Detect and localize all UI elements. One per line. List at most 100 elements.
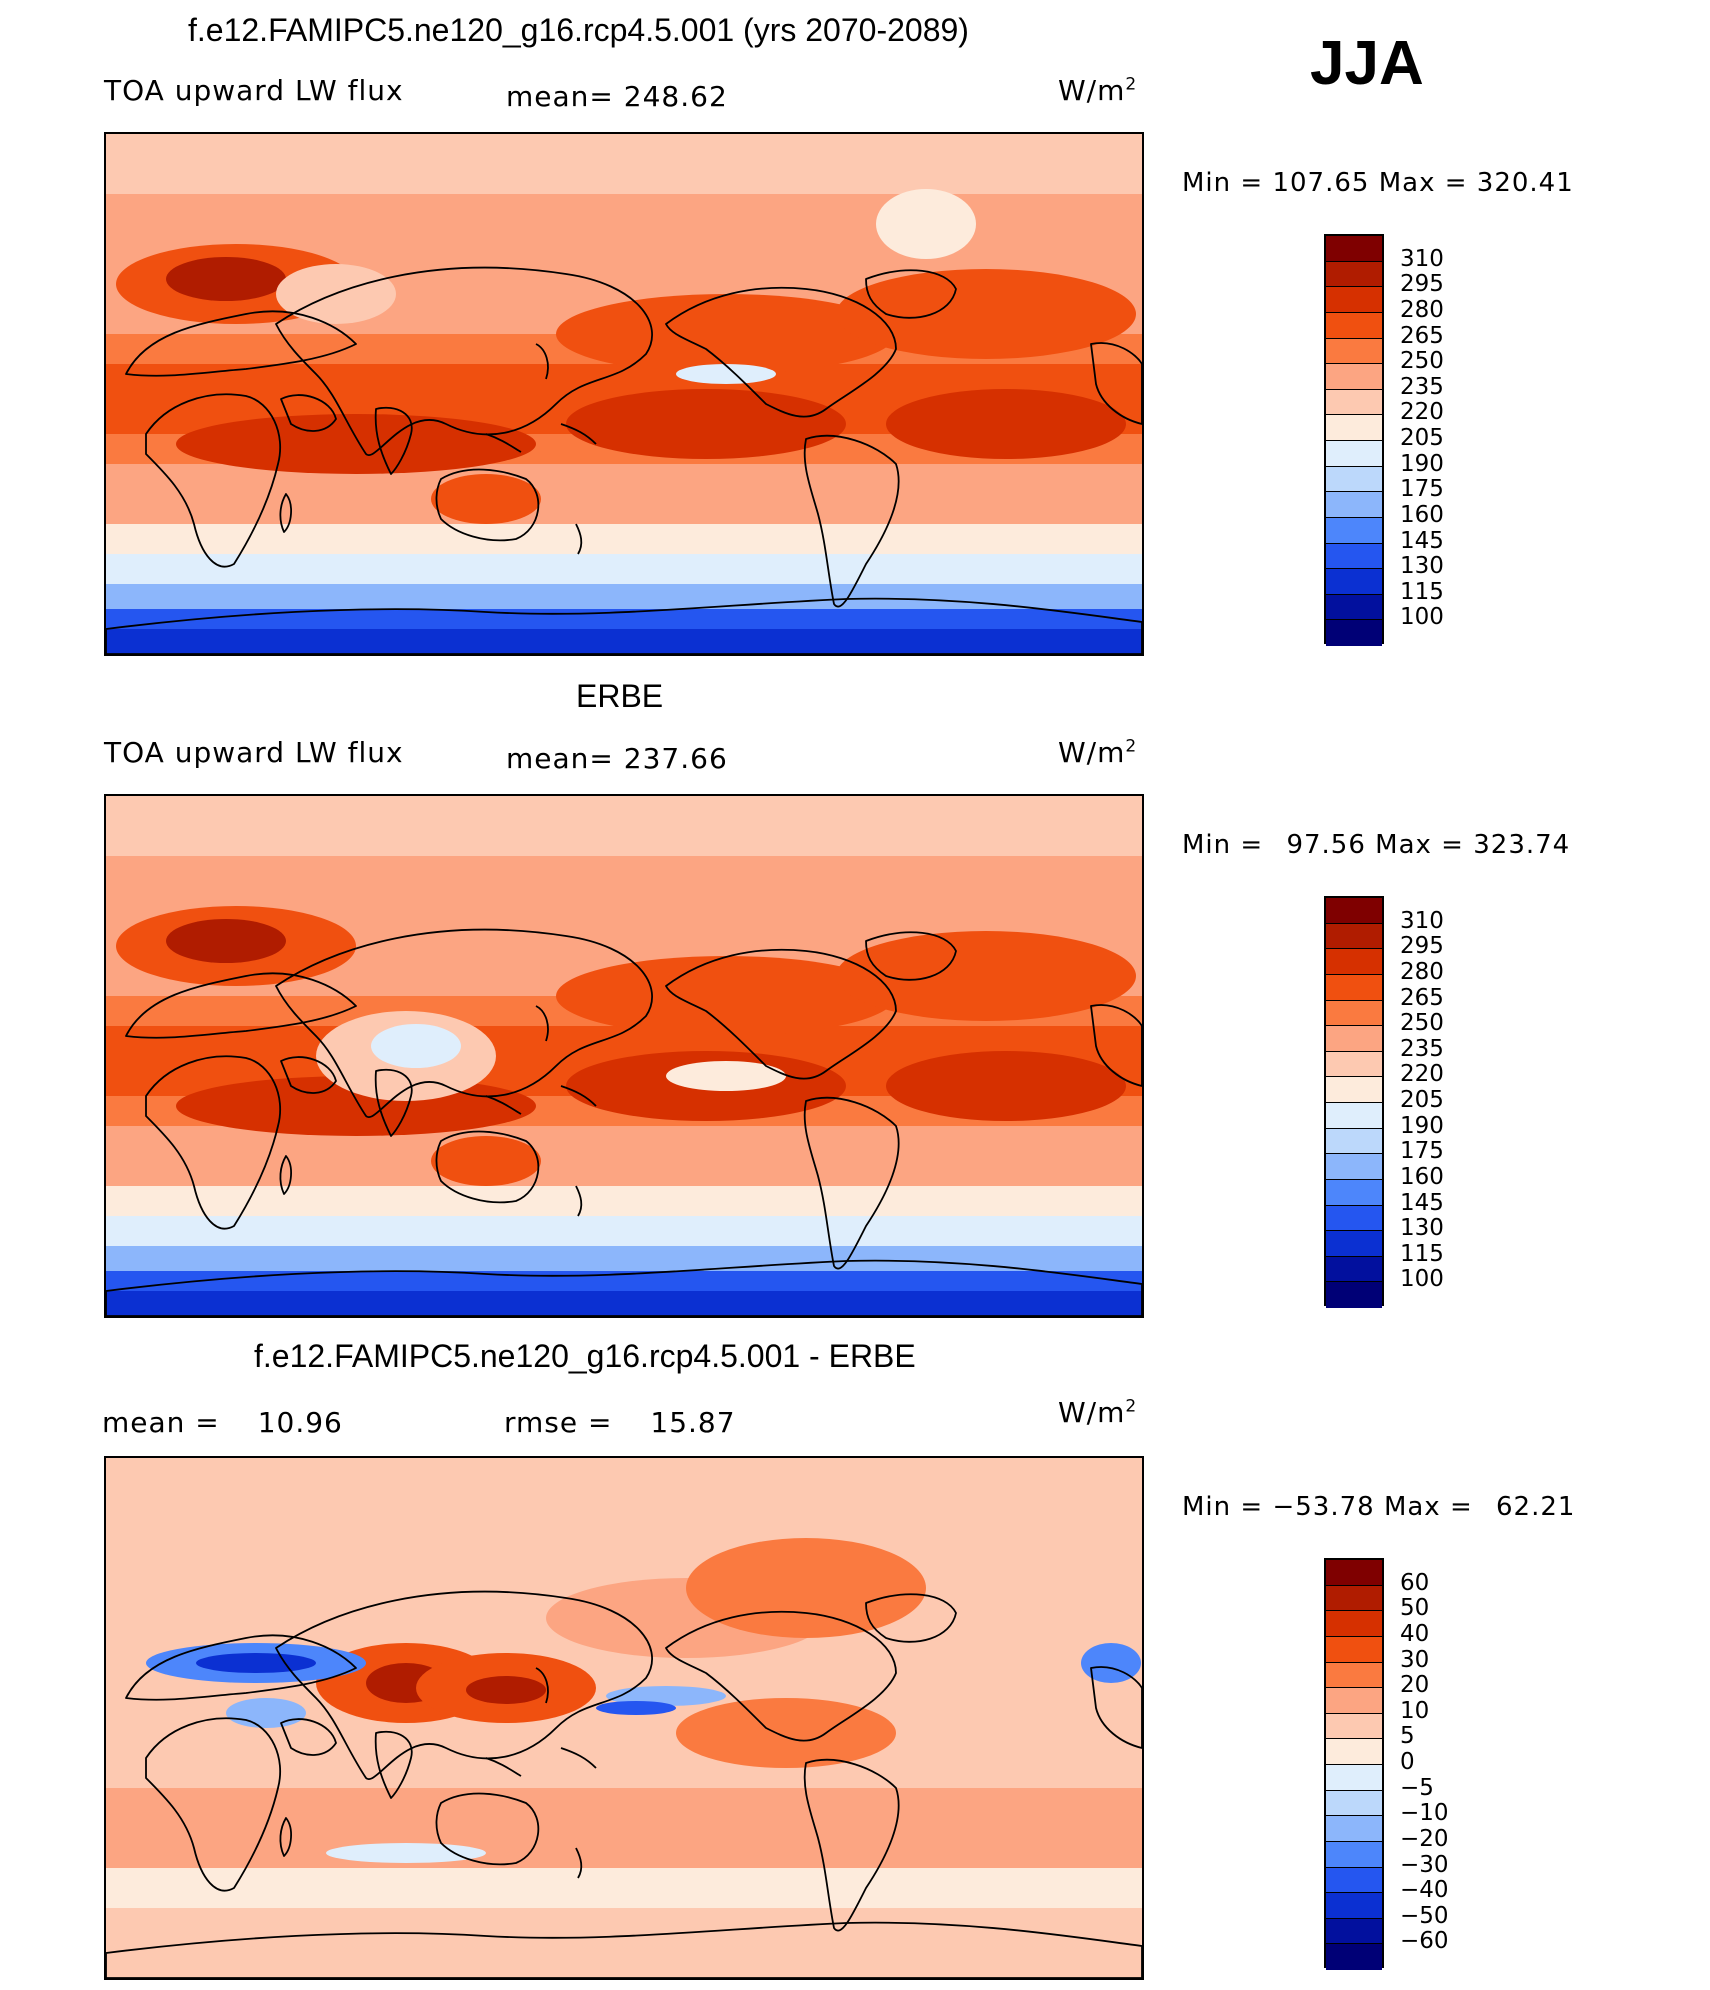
field-blob-samerica-warm xyxy=(676,1698,896,1768)
field-blob-north-atlantic xyxy=(836,269,1136,359)
panel3-rmse-value: 15.87 xyxy=(650,1406,736,1439)
panel1-min-label: Min = xyxy=(1182,168,1264,198)
coastline xyxy=(1090,1004,1142,1087)
coastline xyxy=(665,948,897,1080)
coastline xyxy=(280,394,337,432)
panel3-rmse-label: rmse = xyxy=(504,1406,613,1439)
colorbar-tick-label: 5 xyxy=(1400,1723,1415,1750)
colorbar-swatch xyxy=(1326,261,1382,288)
colorbar-swatch xyxy=(1326,974,1382,1001)
panel1-mean: mean= 248.62 xyxy=(506,80,728,113)
field-blob-north-pacific xyxy=(556,956,896,1036)
panel1-title: f.e12.FAMIPC5.ne120_g16.rcp4.5.001 (yrs … xyxy=(188,12,969,48)
colorbar-tick-label: 265 xyxy=(1400,984,1444,1011)
coastline xyxy=(560,1085,597,1107)
colorbar-swatch xyxy=(1326,1585,1382,1612)
colorbar-swatch xyxy=(1326,620,1382,646)
field-blob-itcz-cool xyxy=(676,364,776,384)
colorbar-swatch xyxy=(1326,1560,1382,1586)
panel3-map xyxy=(104,1456,1144,1980)
panel1-max-label: Max = xyxy=(1378,168,1468,198)
panel3-mean-value: 10.96 xyxy=(257,1406,343,1439)
field-blob-monsoon-core xyxy=(371,1024,461,1068)
colorbar-tick-label: 175 xyxy=(1400,1138,1444,1165)
panel3-max-label: Max = xyxy=(1383,1492,1473,1522)
colorbar-swatch xyxy=(1326,1662,1382,1689)
colorbar-swatch xyxy=(1326,569,1382,595)
coastline xyxy=(125,310,357,377)
field-band-south-subtropics xyxy=(106,1126,1142,1186)
colorbar-swatch xyxy=(1326,1000,1382,1027)
coastline xyxy=(275,928,653,1119)
field-blob-namerica-warm xyxy=(686,1538,926,1638)
colorbar-tick-label: −50 xyxy=(1400,1902,1449,1929)
field-band-antarctic-edge xyxy=(106,1271,1142,1291)
colorbar-tick-label: 30 xyxy=(1400,1646,1430,1673)
coastline xyxy=(1090,1666,1142,1749)
field-blob-south-pacific xyxy=(566,389,846,459)
coastline xyxy=(280,1718,337,1756)
coastline xyxy=(803,435,900,608)
field-band-south-midlat xyxy=(106,1186,1142,1216)
panel1-max-value: 320.41 xyxy=(1476,168,1574,198)
panel3-minmax: Min = −53.78 Max = 62.21 xyxy=(1182,1492,1575,1522)
field-band-south-subtropics xyxy=(106,464,1142,524)
colorbar-tick-label: 235 xyxy=(1400,373,1444,400)
field-band-antarctic xyxy=(106,629,1142,654)
colorbar-swatch xyxy=(1326,1154,1382,1180)
colorbar-swatch xyxy=(1326,415,1382,441)
colorbar-tick-label: 145 xyxy=(1400,527,1444,554)
colorbar-swatch xyxy=(1326,1282,1382,1308)
colorbar-tick-label: 250 xyxy=(1400,348,1444,375)
coastline xyxy=(374,1730,413,1799)
panel2-max-value: 323.74 xyxy=(1473,830,1571,860)
coastline xyxy=(485,1095,522,1115)
panel3-mean-label: mean = xyxy=(102,1406,220,1439)
colorbar-tick-label: 145 xyxy=(1400,1189,1444,1216)
colorbar-tick-label: 310 xyxy=(1400,245,1444,272)
field-band-south-cool xyxy=(106,554,1142,584)
coastline xyxy=(560,1747,597,1769)
panel3-max-value: 62.21 xyxy=(1496,1492,1576,1522)
field-blob-indian-ocean xyxy=(176,414,536,474)
colorbar-swatch xyxy=(1326,441,1382,467)
colorbar-swatch xyxy=(1326,466,1382,493)
colorbar-tick-label: −40 xyxy=(1400,1877,1449,1904)
coastline xyxy=(560,423,597,445)
panel1-units-text: W/m xyxy=(1058,74,1126,107)
field-blob-south-pacific-cool xyxy=(326,1843,486,1863)
colorbar-tick-label: 130 xyxy=(1400,553,1444,580)
colorbar-swatch xyxy=(1326,492,1382,518)
coastline xyxy=(803,1097,900,1270)
colorbar-swatch xyxy=(1326,1179,1382,1206)
colorbar-swatch xyxy=(1326,1231,1382,1257)
coastline xyxy=(665,1610,897,1742)
field-blob-itcz-cool xyxy=(666,1061,786,1091)
coastline xyxy=(435,1130,540,1204)
panel3-min-value: −53.78 xyxy=(1272,1492,1375,1522)
field-blob-sahara-core xyxy=(166,257,286,301)
panel2-units-sup: 2 xyxy=(1125,736,1138,757)
colorbar-tick-label: 40 xyxy=(1400,1620,1430,1647)
panel3-colorbar xyxy=(1324,1558,1384,1970)
colorbar-swatch xyxy=(1326,1765,1382,1791)
colorbar-tick-label: 175 xyxy=(1400,476,1444,503)
coastline xyxy=(145,393,282,568)
coastline xyxy=(106,1921,1142,1978)
colorbar-swatch xyxy=(1326,1051,1382,1078)
colorbar-tick-label: −5 xyxy=(1400,1774,1434,1801)
colorbar-swatch xyxy=(1326,1636,1382,1663)
coastline xyxy=(1090,342,1142,425)
coastline xyxy=(865,1593,957,1643)
coastline xyxy=(125,972,357,1039)
field-blob-australia xyxy=(431,474,541,524)
panel3-title: f.e12.FAMIPC5.ne120_g16.rcp4.5.001 - ERB… xyxy=(254,1338,916,1374)
field-band-antarctic xyxy=(106,1291,1142,1316)
colorbar-tick-label: 115 xyxy=(1400,578,1444,605)
colorbar-swatch xyxy=(1326,1026,1382,1052)
coastline xyxy=(865,269,957,319)
field-blob-arabian-cool xyxy=(226,1698,306,1728)
panel2-map xyxy=(104,794,1144,1318)
field-band-southern-ocean xyxy=(106,584,1142,609)
colorbar-swatch xyxy=(1326,1688,1382,1714)
